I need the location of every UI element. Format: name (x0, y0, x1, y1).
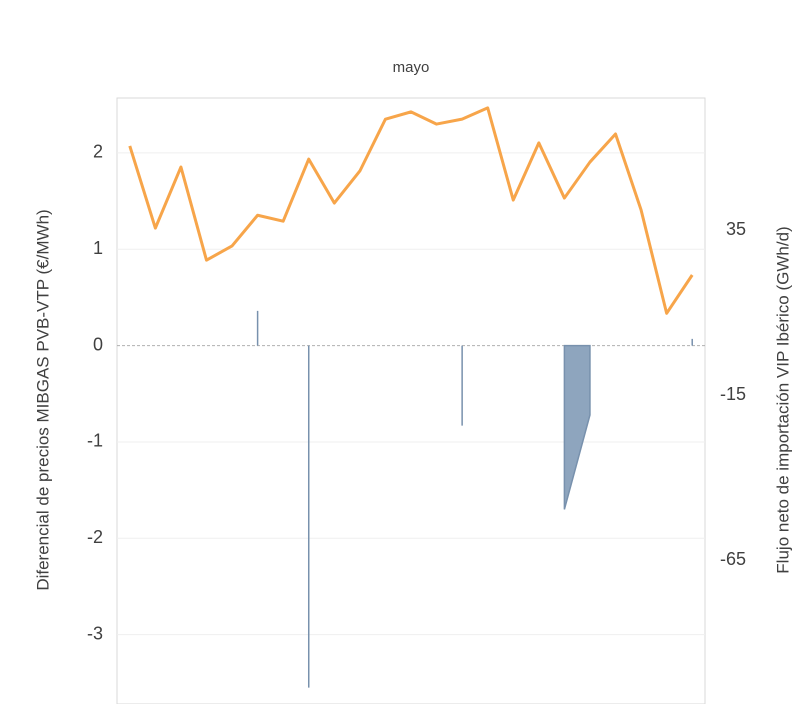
plot-frame (116, 97, 706, 704)
line (128, 106, 694, 315)
y-tick-label: 1 (93, 238, 103, 258)
y2-tick-label: -65 (720, 549, 746, 569)
y-axis-title: Diferencial de precios MIBGAS PVB-VTP (€… (33, 209, 52, 590)
y2-tick-label: -15 (720, 384, 746, 404)
y-tick-label: -2 (87, 527, 103, 547)
y2-tick-label: 35 (726, 219, 746, 239)
y2-axis-title: Flujo neto de importación VIP Ibérico (G… (773, 226, 792, 573)
chart-title: mayo (393, 59, 430, 76)
y-tick-label: 2 (93, 142, 103, 162)
area (256, 310, 693, 688)
y-tick-label: 0 (93, 334, 103, 354)
y-tick-label: -1 (87, 431, 103, 451)
y-tick-label: -3 (87, 623, 103, 643)
